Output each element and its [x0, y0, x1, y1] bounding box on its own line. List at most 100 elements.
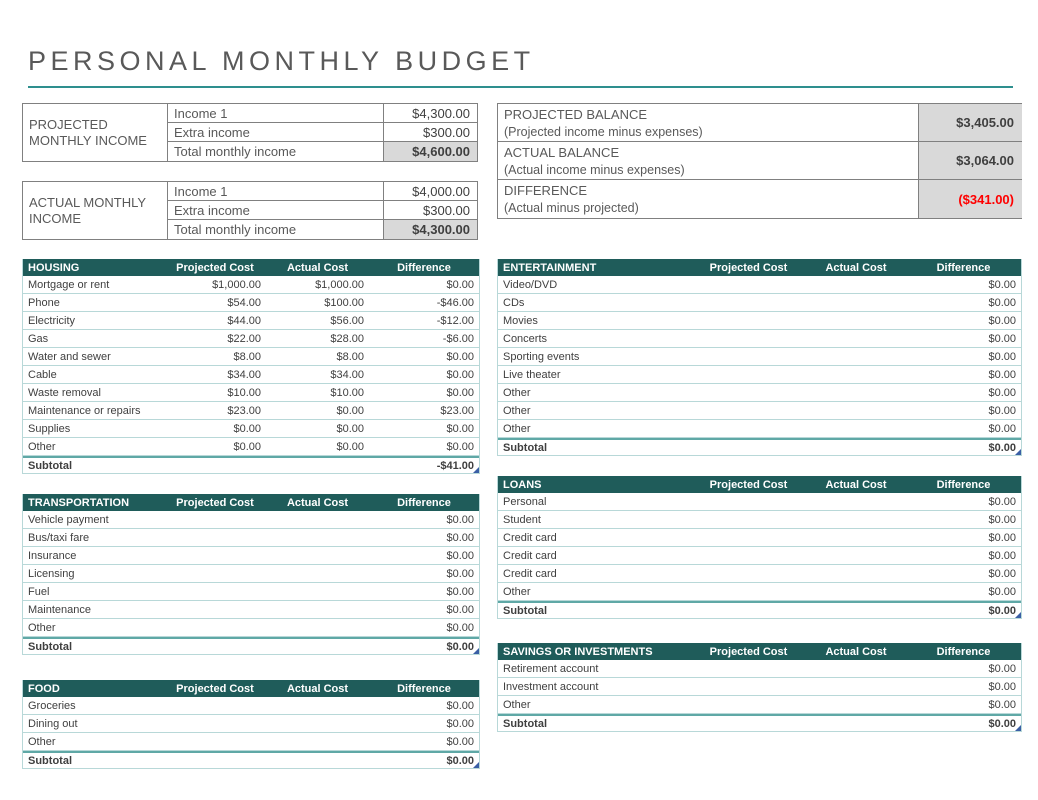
expense-row: Cable $34.00 $34.00 $0.00 [23, 366, 479, 384]
projected-cost-cell[interactable]: $8.00 [233, 350, 261, 363]
row-label-cell[interactable]: Credit card [503, 567, 557, 580]
income-value-cell[interactable]: $4,300.00 [384, 104, 477, 123]
income-value-cell[interactable]: $300.00 [384, 123, 477, 142]
difference-cell: $0.00 [446, 386, 474, 399]
expense-row: Student $0.00 [498, 511, 1021, 529]
difference-cell: $0.00 [988, 513, 1016, 526]
row-label-cell[interactable]: Other [503, 386, 531, 399]
expense-row: Other $0.00 [498, 420, 1021, 438]
row-label-cell[interactable]: Credit card [503, 531, 557, 544]
row-label-cell[interactable]: Vehicle payment [28, 513, 109, 526]
row-label-cell[interactable]: Waste removal [28, 386, 101, 399]
expense-table-transportation: TRANSPORTATION Projected Cost Actual Cost D… [22, 494, 480, 655]
table-resize-handle-icon[interactable] [473, 467, 479, 473]
row-label-cell[interactable]: Retirement account [503, 662, 599, 675]
column-header-difference: Difference [936, 645, 991, 658]
subtotal-label: Subtotal [28, 459, 72, 472]
row-label-cell[interactable]: Gas [28, 332, 49, 345]
row-label-cell[interactable]: Mortgage or rent [28, 278, 110, 291]
difference-cell: $0.00 [446, 368, 474, 381]
actual-cost-cell[interactable]: $1,000.00 [315, 278, 364, 291]
subtotal-difference-value: $0.00 [446, 754, 474, 767]
difference-cell: $0.00 [446, 278, 474, 291]
actual-cost-cell[interactable]: $0.00 [336, 440, 364, 453]
row-label-cell[interactable]: Other [503, 422, 531, 435]
projected-cost-cell[interactable]: $0.00 [233, 440, 261, 453]
actual-cost-cell[interactable]: $0.00 [336, 422, 364, 435]
difference-cell: $0.00 [988, 386, 1016, 399]
actual-cost-cell[interactable]: $10.00 [330, 386, 364, 399]
income-value-cell[interactable]: $300.00 [384, 201, 477, 220]
row-label-cell[interactable]: Concerts [503, 332, 548, 345]
income-row-label[interactable]: Income 1 [168, 104, 384, 123]
income-value-cell[interactable]: $4,000.00 [384, 182, 477, 201]
table-resize-handle-icon[interactable] [1015, 612, 1021, 618]
row-label-cell[interactable]: CDs [503, 296, 525, 309]
row-label-cell[interactable]: Phone [28, 296, 60, 309]
expense-table-loans: LOANS Projected Cost Actual Cost Difference… [497, 476, 1022, 619]
difference-cell: $0.00 [988, 368, 1016, 381]
row-label-cell[interactable]: Maintenance [28, 603, 91, 616]
column-header-projected-cost: Projected Cost [709, 645, 788, 658]
actual-cost-cell[interactable]: $34.00 [330, 368, 364, 381]
projected-cost-cell[interactable]: $10.00 [227, 386, 261, 399]
row-label-cell[interactable]: Licensing [28, 567, 75, 580]
projected-cost-cell[interactable]: $54.00 [227, 296, 261, 309]
row-label-cell[interactable]: Movies [503, 314, 538, 327]
table-resize-handle-icon[interactable] [1015, 449, 1021, 455]
difference-cell: $0.00 [446, 531, 474, 544]
row-label-cell[interactable]: Electricity [28, 314, 76, 327]
row-label-cell[interactable]: Other [503, 404, 531, 417]
row-label-cell[interactable]: Water and sewer [28, 350, 111, 363]
row-label-cell[interactable]: Dining out [28, 717, 78, 730]
row-label-cell[interactable]: Other [28, 621, 56, 634]
column-header-difference: Difference [936, 261, 991, 274]
expense-row: Gas $22.00 $28.00 -$6.00 [23, 330, 479, 348]
row-label-cell[interactable]: Investment account [503, 680, 599, 693]
projected-cost-cell[interactable]: $23.00 [227, 404, 261, 417]
row-label-cell[interactable]: Other [503, 585, 531, 598]
row-label-cell[interactable]: Cable [28, 368, 57, 381]
projected-cost-cell[interactable]: $22.00 [227, 332, 261, 345]
difference-cell: $0.00 [988, 332, 1016, 345]
projected-cost-cell[interactable]: $1,000.00 [212, 278, 261, 291]
income-row-label[interactable]: Extra income [168, 123, 384, 142]
projected-cost-cell[interactable]: $0.00 [233, 422, 261, 435]
actual-cost-cell[interactable]: $100.00 [324, 296, 364, 309]
expense-row: Other $0.00 [498, 696, 1021, 714]
table-resize-handle-icon[interactable] [473, 648, 479, 654]
table-resize-handle-icon[interactable] [473, 762, 479, 768]
difference-cell: $0.00 [988, 495, 1016, 508]
expense-row: Waste removal $10.00 $10.00 $0.00 [23, 384, 479, 402]
projected-cost-cell[interactable]: $34.00 [227, 368, 261, 381]
income-row-label[interactable]: Income 1 [168, 182, 384, 201]
income-total-value: $4,300.00 [384, 220, 477, 239]
balance-title: ACTUAL BALANCE [504, 145, 620, 160]
table-header-loans: LOANS Projected Cost Actual Cost Difference [498, 476, 1021, 493]
row-label-cell[interactable]: Other [28, 440, 56, 453]
row-label-cell[interactable]: Video/DVD [503, 278, 558, 291]
row-label-cell[interactable]: Supplies [28, 422, 71, 435]
row-label-cell[interactable]: Credit card [503, 549, 557, 562]
table-resize-handle-icon[interactable] [1015, 725, 1021, 731]
balance-title: DIFFERENCE [504, 183, 588, 198]
income-row-label[interactable]: Extra income [168, 201, 384, 220]
row-label-cell[interactable]: Live theater [503, 368, 561, 381]
difference-cell: $0.00 [446, 350, 474, 363]
row-label-cell[interactable]: Fuel [28, 585, 50, 598]
row-label-cell[interactable]: Maintenance or repairs [28, 404, 141, 417]
row-label-cell[interactable]: Groceries [28, 699, 76, 712]
row-label-cell[interactable]: Other [28, 735, 56, 748]
actual-cost-cell[interactable]: $8.00 [336, 350, 364, 363]
row-label-cell[interactable]: Personal [503, 495, 547, 508]
projected-cost-cell[interactable]: $44.00 [227, 314, 261, 327]
balance-summary-table: PROJECTED BALANCE (Projected income minu… [497, 103, 1022, 219]
row-label-cell[interactable]: Bus/taxi fare [28, 531, 90, 544]
actual-cost-cell[interactable]: $28.00 [330, 332, 364, 345]
actual-cost-cell[interactable]: $0.00 [336, 404, 364, 417]
row-label-cell[interactable]: Insurance [28, 549, 77, 562]
row-label-cell[interactable]: Other [503, 698, 531, 711]
actual-cost-cell[interactable]: $56.00 [330, 314, 364, 327]
row-label-cell[interactable]: Sporting events [503, 350, 580, 363]
row-label-cell[interactable]: Student [503, 513, 541, 526]
